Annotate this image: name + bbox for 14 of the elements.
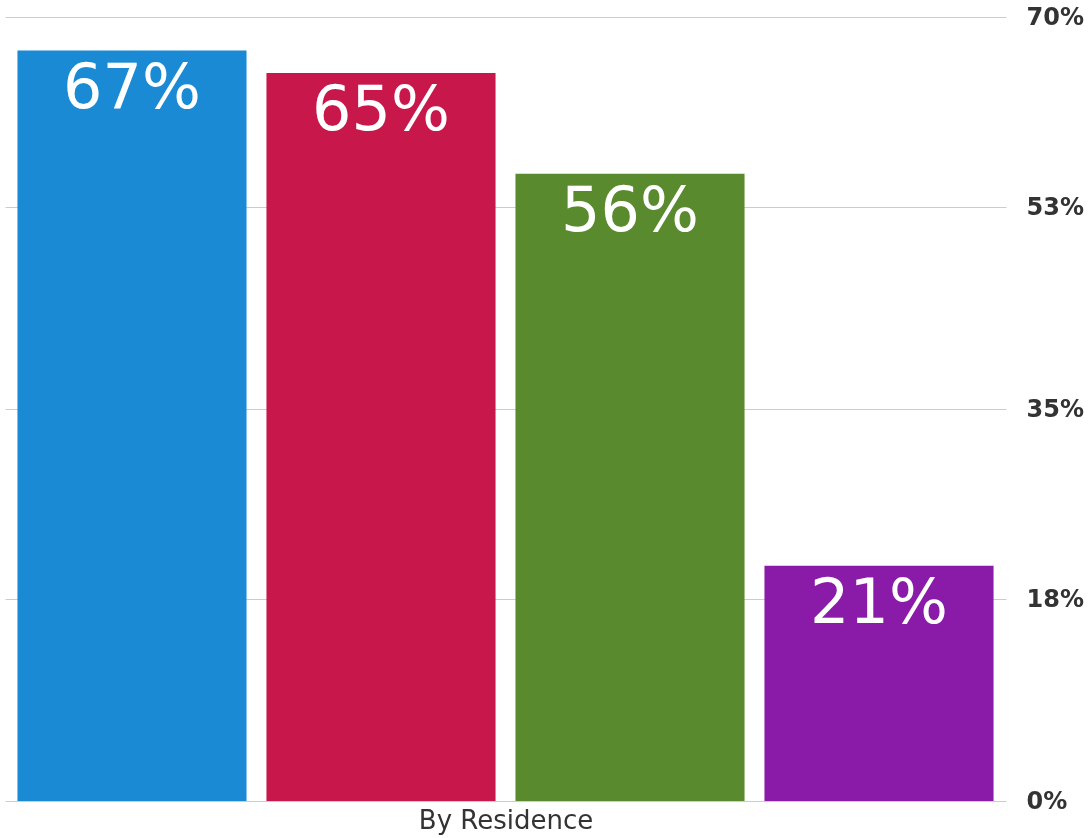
y-tick-label: 35%	[1026, 394, 1084, 423]
bar	[17, 50, 247, 801]
data-label: 67%	[63, 49, 201, 123]
y-tick-label: 0%	[1026, 786, 1068, 815]
data-label: 21%	[810, 564, 948, 638]
y-tick-label: 53%	[1026, 192, 1084, 221]
x-axis-title: By Residence	[418, 804, 594, 835]
y-tick-label: 18%	[1026, 584, 1084, 613]
data-label: 56%	[561, 172, 699, 246]
data-label: 65%	[312, 72, 450, 145]
bar	[764, 565, 994, 801]
bar	[515, 173, 745, 801]
y-tick-label: 70%	[1026, 2, 1084, 31]
bar	[266, 73, 496, 801]
